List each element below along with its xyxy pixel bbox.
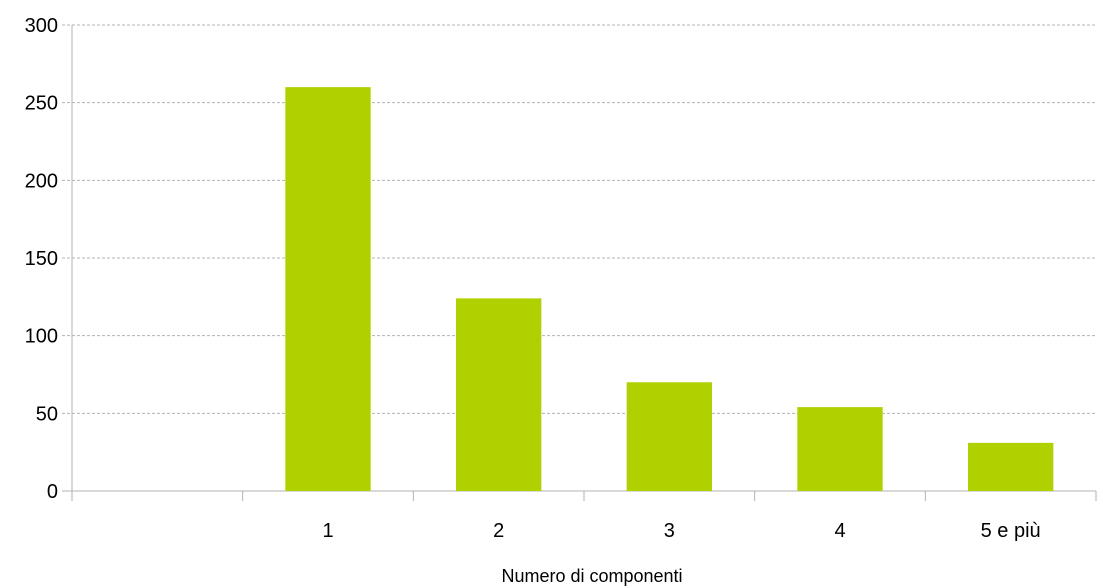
bar [797, 407, 883, 491]
x-tick-label: 3 [664, 520, 675, 542]
y-tick-label: 250 [25, 93, 58, 115]
y-tick-label: 150 [25, 248, 58, 270]
x-axis-title: Numero di componenti [501, 566, 682, 586]
y-tick-labels: 0 50 100 150 200 250 300 [25, 15, 58, 503]
y-tick-label: 300 [25, 15, 58, 37]
y-tick-label: 50 [36, 403, 58, 425]
bar [456, 298, 542, 491]
x-tick-label: 2 [493, 520, 504, 542]
y-tick-label: 200 [25, 170, 58, 192]
x-tick-label: 1 [322, 520, 333, 542]
gridlines [62, 24, 1097, 501]
bars [285, 87, 1054, 491]
x-tick-label: 4 [834, 520, 845, 542]
bar [626, 382, 712, 491]
y-tick-label: 100 [25, 326, 58, 348]
y-tick-label: 0 [47, 481, 58, 503]
bar [968, 442, 1054, 491]
bar [285, 87, 371, 491]
x-tick-label: 5 e più [981, 520, 1041, 542]
x-tick-labels: 1 2 3 4 5 e più [322, 520, 1040, 542]
